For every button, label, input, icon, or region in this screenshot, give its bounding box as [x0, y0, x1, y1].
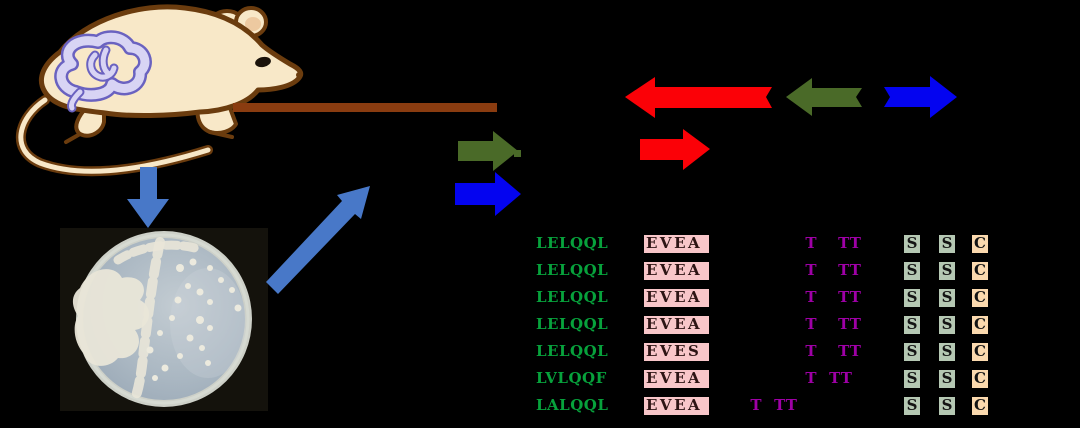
conserved-residue-sage: S — [939, 343, 955, 361]
conserved-residue-purple: T — [805, 261, 817, 279]
leader-sequence: LELQQL — [536, 342, 609, 360]
conserved-residue-purple: TT — [838, 261, 862, 279]
conserved-residue-sage: S — [904, 289, 920, 307]
motif-highlight-pink: EVEA — [644, 289, 709, 307]
motif-highlight-pink: EVEA — [644, 262, 709, 280]
conserved-residue-peach: C — [972, 262, 988, 280]
leader-sequence: LELQQL — [536, 261, 609, 279]
alignment-row: LALQQL EVEA T TT S S C — [0, 397, 1080, 417]
mouse-eye-icon — [255, 56, 271, 68]
conserved-residue-peach: C — [972, 370, 988, 388]
motif-highlight-pink: EVEA — [644, 370, 709, 388]
mouse-illustration — [16, 4, 304, 177]
conserved-residue-sage: S — [939, 235, 955, 253]
alignment-row: LVLQQF EVEA T TT S S C — [0, 370, 1080, 390]
green-left-gene-arrow — [786, 78, 862, 116]
petri-dish-photo — [60, 228, 268, 411]
leader-sequence: LELQQL — [536, 234, 609, 252]
conserved-residue-sage: S — [939, 370, 955, 388]
red-left-gene-arrow — [625, 77, 772, 118]
leader-sequence: LELQQL — [536, 315, 609, 333]
conserved-residue-peach: C — [972, 235, 988, 253]
conserved-residue-purple: TT — [774, 396, 798, 414]
conserved-residue-purple: T — [750, 396, 762, 414]
conserved-residue-purple: T — [805, 234, 817, 252]
conserved-residue-purple: T — [805, 369, 817, 387]
mouse-tail-icon — [16, 95, 213, 177]
conserved-residue-sage: S — [904, 262, 920, 280]
conserved-residue-sage: S — [904, 397, 920, 415]
conserved-residue-purple: T — [805, 288, 817, 306]
conserved-residue-sage: S — [939, 316, 955, 334]
conserved-residue-purple: T — [805, 315, 817, 333]
colony-dots — [146, 258, 242, 381]
conserved-residue-purple: TT — [838, 315, 862, 333]
alignment-row: LELQQL EVES T TT S S C — [0, 343, 1080, 363]
leader-sequence: LVLQQF — [536, 369, 607, 387]
green-dot — [514, 150, 521, 157]
blue-right-arrow-icon — [455, 172, 521, 216]
conserved-residue-sage: S — [939, 289, 955, 307]
motif-highlight-pink: EVES — [644, 343, 709, 361]
alignment-row: LELQQL EVEA T TT S S C — [0, 289, 1080, 309]
red-right-gene-arrow — [640, 129, 710, 170]
conserved-residue-peach: C — [972, 289, 988, 307]
colony-mass — [72, 269, 150, 366]
mouse-legs-icon — [64, 104, 238, 144]
green-right-arrow-icon — [458, 131, 518, 171]
motif-highlight-pink: EVEA — [644, 397, 709, 415]
conserved-residue-purple: TT — [829, 369, 853, 387]
conserved-residue-peach: C — [972, 316, 988, 334]
diagonal-arrow-icon — [266, 186, 370, 294]
motif-highlight-pink: EVEA — [644, 235, 709, 253]
motif-highlight-pink: EVEA — [644, 316, 709, 334]
alignment-row: LELQQL EVEA T TT S S C — [0, 262, 1080, 282]
conserved-residue-peach: C — [972, 343, 988, 361]
conserved-residue-sage: S — [904, 235, 920, 253]
alignment-row: LELQQL EVEA T TT S S C — [0, 316, 1080, 336]
blue-right-gene-arrow — [884, 76, 957, 118]
horizontal-line — [233, 103, 497, 112]
leader-sequence: LALQQL — [536, 396, 609, 414]
conserved-residue-sage: S — [904, 370, 920, 388]
conserved-residue-purple: TT — [838, 288, 862, 306]
conserved-residue-purple: T — [805, 342, 817, 360]
conserved-residue-sage: S — [904, 316, 920, 334]
down-arrow-icon — [127, 167, 169, 228]
gut-icon — [54, 30, 152, 113]
conserved-residue-sage: S — [904, 343, 920, 361]
conserved-residue-peach: C — [972, 397, 988, 415]
mouse-nose-icon — [296, 72, 302, 78]
conserved-residue-sage: S — [939, 397, 955, 415]
leader-sequence: LELQQL — [536, 288, 609, 306]
alignment-row: LELQQL EVEA T TT S S C — [0, 235, 1080, 255]
conserved-residue-purple: TT — [838, 342, 862, 360]
conserved-residue-purple: TT — [838, 234, 862, 252]
conserved-residue-sage: S — [939, 262, 955, 280]
